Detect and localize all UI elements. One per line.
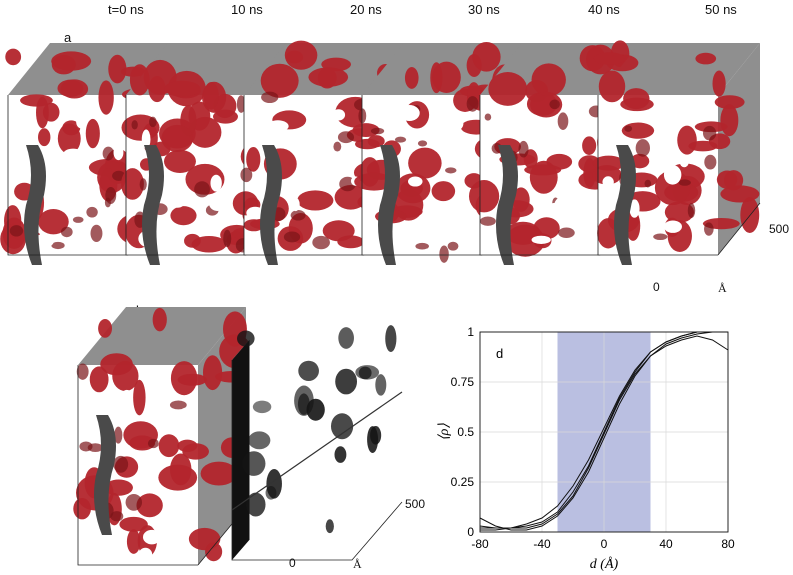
plot-frame	[479, 331, 729, 533]
density-slice-edge	[232, 339, 250, 560]
series-line-2	[480, 331, 728, 531]
y-tick-label-4: 1	[467, 325, 474, 339]
panel-a-scale-min: 0	[653, 280, 660, 294]
y-tick-label-2: 0.5	[457, 425, 474, 439]
y-tick-label-1: 0.25	[451, 475, 475, 489]
panel-a-membrane-snapshots	[0, 40, 761, 265]
time-label-5: 50 ns	[705, 2, 737, 17]
y-axis-label: ⟨ρ⟩	[437, 423, 452, 441]
panel-a-scale-unit: Å	[718, 281, 727, 295]
time-label-1: 10 ns	[231, 2, 263, 17]
time-label-2: 20 ns	[350, 2, 382, 17]
time-label-4: 40 ns	[588, 2, 620, 17]
y-tick-label-3: 0.75	[451, 375, 475, 389]
panel-d-label: d	[496, 346, 503, 361]
x-tick-label-3: 40	[659, 537, 673, 551]
panel-a-label: a	[64, 30, 72, 45]
panel-c-scale-max: 500	[405, 497, 426, 511]
time-label-0: t=0 ns	[108, 2, 144, 17]
series-line-3	[480, 335, 729, 529]
panel-d-density-profile-chart: -80 -40 0 40 80 0 0.25 0.5 0.75 1 d (Å) ⟨ρ⟩ d	[437, 325, 735, 572]
time-label-3: 30 ns	[468, 2, 500, 17]
membrane-block-2	[232, 40, 409, 265]
density-slice-group	[231, 302, 403, 561]
x-tick-label-0: -80	[471, 537, 489, 551]
series-line-1	[479, 331, 728, 531]
panel-a-scale-max: 500	[769, 222, 790, 236]
panel-b-membrane-block	[73, 307, 252, 566]
panel-c-scale-min: 0	[289, 556, 296, 570]
x-tick-label-1: -40	[533, 537, 551, 551]
membrane-block-5	[591, 43, 761, 265]
x-axis-label: d (Å)	[590, 556, 619, 572]
y-tick-label-0: 0	[467, 525, 474, 539]
panel-c-density-slices	[231, 302, 403, 561]
x-tick-label-2: 0	[601, 537, 608, 551]
panel-c-scale-unit: Å	[353, 557, 362, 571]
x-tick-label-4: 80	[721, 537, 735, 551]
